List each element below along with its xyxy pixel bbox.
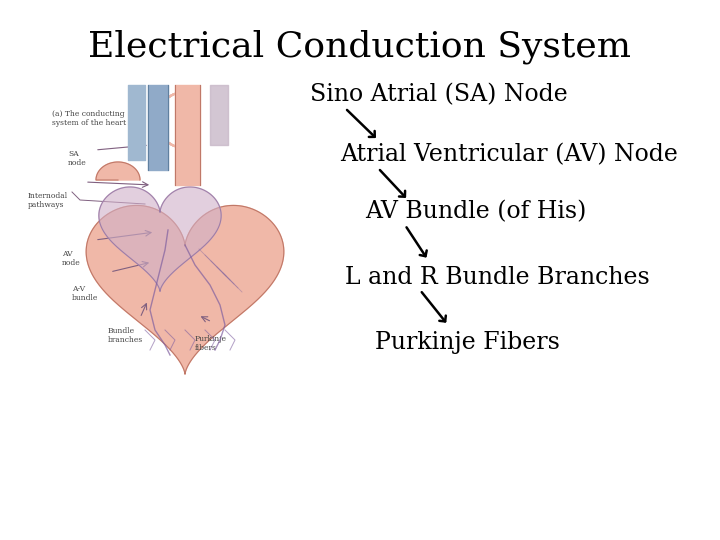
Text: Internodal
pathways: Internodal pathways: [28, 192, 68, 209]
Polygon shape: [86, 205, 284, 374]
Text: Bundle
branches: Bundle branches: [108, 327, 143, 344]
Text: AV Bundle (of His): AV Bundle (of His): [365, 200, 586, 224]
Text: SA
node: SA node: [68, 150, 86, 167]
Text: Atrial Ventricular (AV) Node: Atrial Ventricular (AV) Node: [340, 144, 678, 166]
Text: Sino Atrial (SA) Node: Sino Atrial (SA) Node: [310, 84, 568, 106]
Text: Purkinje Fibers: Purkinje Fibers: [375, 330, 560, 354]
Text: Purkinje
fibers: Purkinje fibers: [195, 335, 227, 352]
Text: Electrical Conduction System: Electrical Conduction System: [89, 30, 631, 64]
Polygon shape: [99, 187, 221, 292]
Polygon shape: [96, 162, 140, 180]
Text: AV
node: AV node: [62, 250, 81, 267]
Text: A-V
bundle: A-V bundle: [72, 285, 99, 302]
Text: L and R Bundle Branches: L and R Bundle Branches: [345, 266, 649, 288]
Text: (a) The conducting
system of the heart: (a) The conducting system of the heart: [52, 110, 126, 127]
